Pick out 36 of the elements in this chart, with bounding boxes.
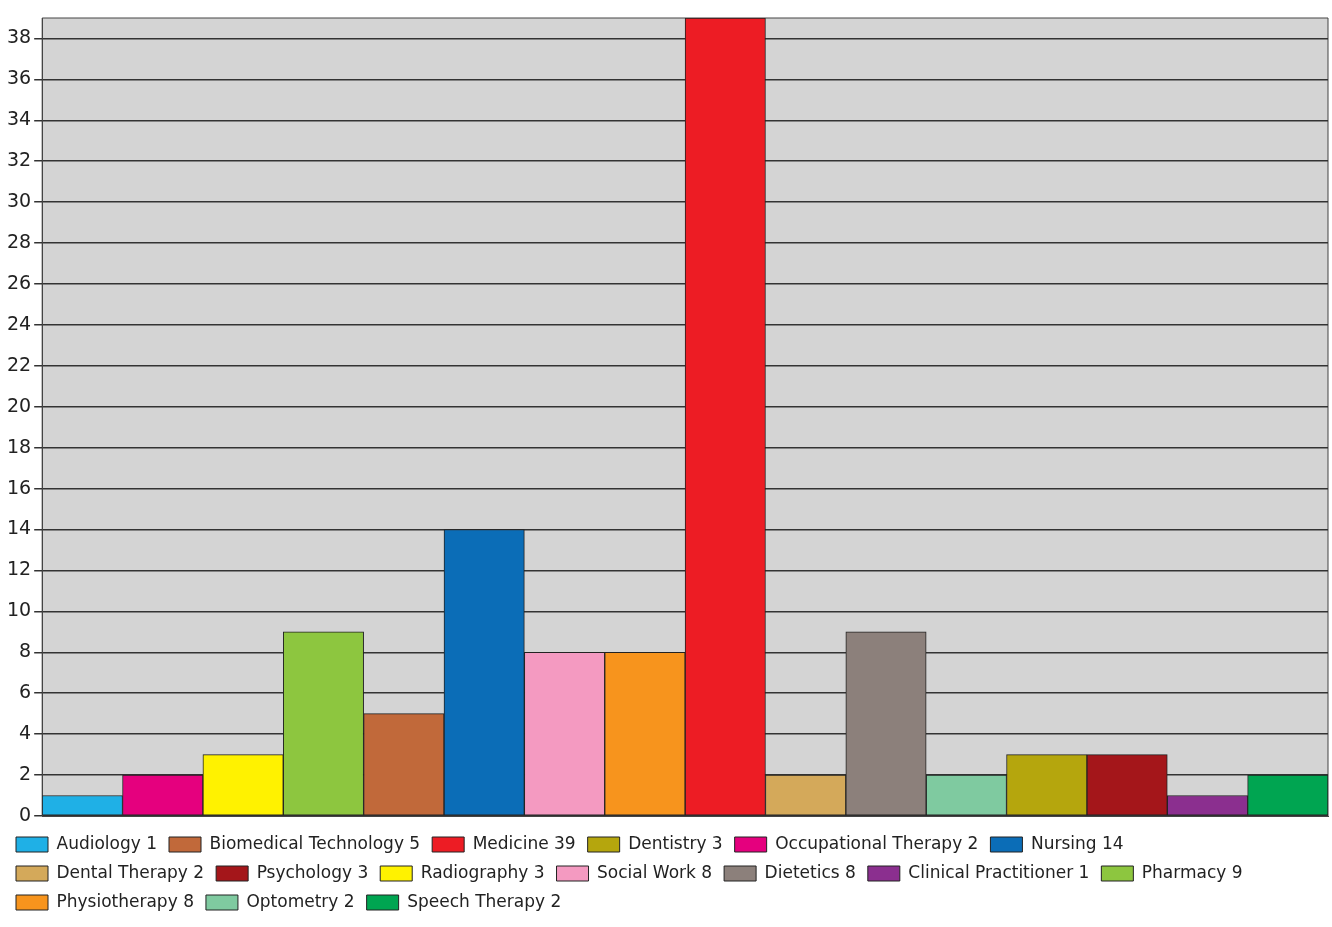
y-tick-label: 36 [6,66,32,89]
legend-label: Biomedical Technology 5 [209,832,421,853]
legend-label: Medicine 39 [472,832,576,853]
y-tick-label: 32 [6,148,32,171]
legend-label: Dentistry 3 [628,832,723,853]
y-tick-label: 4 [19,721,32,744]
legend-label: Social Work 8 [597,861,713,882]
legend-label: Occupational Therapy 2 [775,832,979,853]
legend-label: Speech Therapy 2 [407,890,562,911]
legend-label: Physiotherapy 8 [56,890,194,911]
legend-label: Dental Therapy 2 [56,861,205,882]
legend-label: Nursing 14 [1030,832,1124,853]
y-tick-label: 0 [19,802,32,825]
y-tick-label: 12 [6,557,32,580]
legend-label: Pharmacy 9 [1141,861,1243,882]
y-tick-label: 16 [6,475,32,498]
legend-label: Audiology 1 [56,832,158,853]
y-tick-label: 38 [6,25,32,48]
y-tick-label: 8 [19,639,32,662]
y-tick-label: 10 [6,598,32,621]
y-tick-label: 6 [19,680,32,703]
y-tick-label: 34 [6,107,32,130]
y-tick-label: 30 [6,189,32,212]
y-tick-label: 28 [6,230,32,253]
legend-label: Clinical Practitioner 1 [908,861,1090,882]
y-tick-label: 18 [6,434,32,457]
legend-label: Psychology 3 [256,861,369,882]
y-tick-label: 2 [19,762,32,785]
legend-label: Optometry 2 [246,890,355,911]
legend-label: Radiography 3 [420,861,545,882]
y-tick-label: 26 [6,270,32,293]
y-tick-label: 22 [6,352,32,375]
y-tick-label: 14 [6,516,32,539]
y-tick-label: 20 [6,393,32,416]
y-tick-label: 24 [6,311,32,334]
legend-label: Dietetics 8 [764,861,856,882]
